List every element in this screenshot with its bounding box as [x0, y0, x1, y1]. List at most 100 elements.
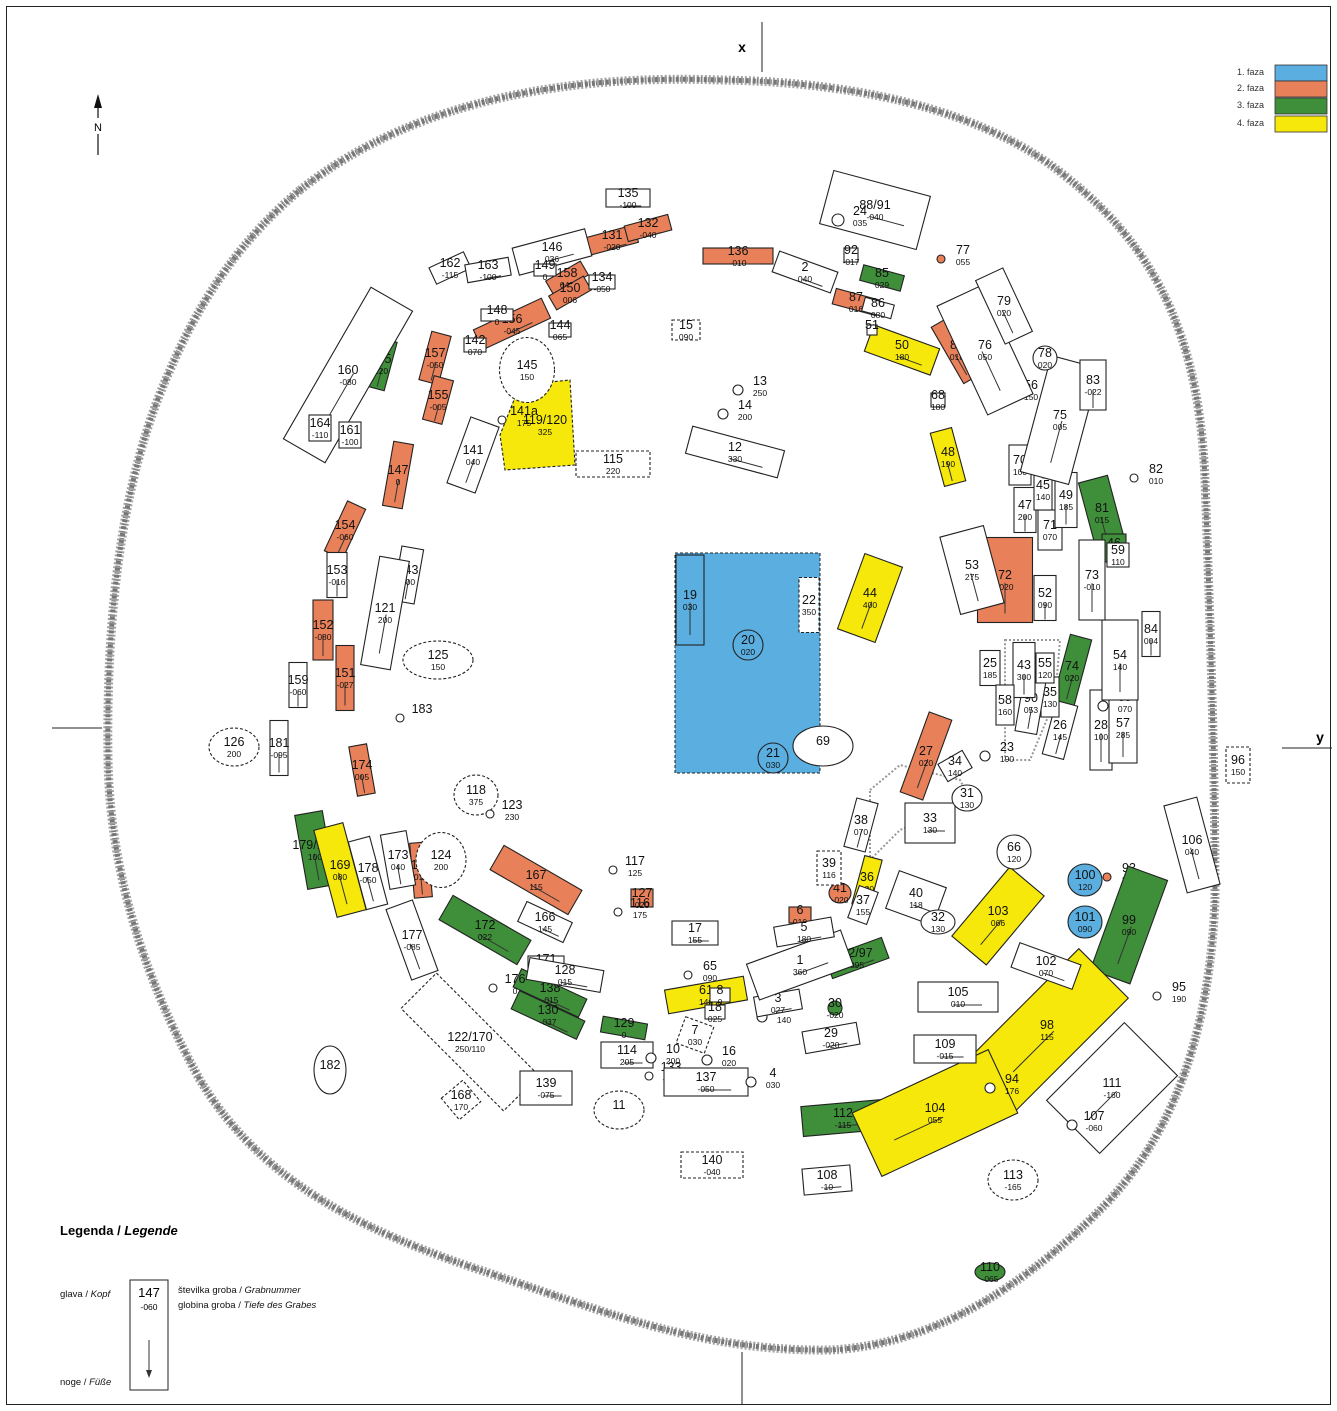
grave-depth: 018: [950, 352, 964, 362]
grave-depth: 375: [469, 797, 483, 807]
y-axis-label: y: [1316, 729, 1324, 745]
grave-shape: [831, 213, 845, 227]
grave-depth: 130: [923, 825, 937, 835]
grave-number: 119/120: [523, 413, 567, 427]
grave-number: 66: [1007, 840, 1021, 854]
grave-depth: 030: [688, 1037, 702, 1047]
grave-depth: -020: [996, 582, 1013, 592]
grave-shape: [917, 981, 999, 1013]
grave-182: 182: [313, 1045, 347, 1095]
grave-depth: -050: [426, 360, 443, 370]
grave-number: 86: [871, 296, 885, 310]
skeleton-direction-arrow-icon: [1088, 1090, 1118, 1120]
skeleton-direction-arrow-icon: [853, 959, 875, 968]
grave-depth: 070: [1039, 968, 1053, 978]
phase-swatch-4: [1274, 115, 1328, 133]
grave-number: 124: [431, 848, 452, 862]
skeleton-direction-arrow-icon: [404, 579, 410, 600]
skeleton-direction-arrow-icon: [801, 278, 823, 287]
grave-shape: [575, 450, 651, 478]
grave-depth: 205: [620, 1057, 634, 1067]
grave-shape: [974, 1262, 1006, 1282]
grave-number: 134: [592, 270, 613, 284]
grave-number: 112: [833, 1106, 853, 1120]
grave-depth: -115: [835, 1120, 852, 1130]
grave-number: 21: [766, 746, 780, 760]
skeleton-direction-arrow-icon: [894, 1116, 944, 1141]
skeleton-direction-arrow-icon: [1066, 674, 1074, 700]
grave-number: 157: [425, 346, 446, 360]
grave-depth: 100: [1094, 732, 1108, 742]
grave-depth: 055: [928, 1115, 942, 1125]
grave-depth: 005: [355, 772, 369, 782]
grave-depth: 190: [941, 459, 955, 469]
grave-depth: 100: [308, 852, 322, 862]
grave-number: 1: [797, 953, 804, 967]
grave-number: 114: [617, 1043, 637, 1057]
grave-shape: [773, 916, 835, 948]
grave-number: 92: [844, 243, 858, 257]
grave-152: 152-080: [312, 599, 334, 661]
grave-number: 113: [1003, 1168, 1023, 1182]
grave-number: 144: [550, 318, 571, 332]
grave-number: 150: [560, 281, 581, 295]
grave-number: 10: [666, 1042, 680, 1056]
grave-depth: 090: [1122, 927, 1136, 937]
grave-110: 110-065: [974, 1260, 1006, 1284]
grave-shape: [939, 524, 1005, 616]
grave-shape: [453, 774, 499, 816]
grave-number: 110: [980, 1260, 1000, 1274]
grave-number: 24: [853, 204, 867, 218]
grave-132: 132-040: [623, 213, 673, 243]
grave-depth: -010: [729, 258, 746, 268]
north-arrow-icon: [92, 94, 104, 155]
grave-shape: [1163, 796, 1221, 894]
grave-140: 140-040: [680, 1151, 744, 1179]
grave-shape: [996, 834, 1032, 870]
grave-181: 181-095: [269, 719, 289, 777]
grave-depth: 090: [703, 973, 717, 983]
grave-number: 128: [555, 963, 576, 977]
grave-shape: [1012, 641, 1036, 699]
grave-number: 39: [822, 856, 836, 870]
grave-shape: [499, 379, 576, 471]
grave-depth: 185: [983, 670, 997, 680]
grave-number: 105: [948, 985, 969, 999]
grave-depth: -050: [359, 875, 376, 885]
grave-number: 78: [1038, 346, 1052, 360]
skeleton-direction-arrow-icon: [970, 573, 979, 602]
grave-shape: [732, 384, 744, 396]
grave-number: 174: [352, 758, 373, 772]
grave-depth: 150: [520, 372, 534, 382]
skeleton-direction-arrow-icon: [420, 874, 423, 895]
grave-depth: 160: [998, 707, 1012, 717]
grave-depth: -060: [289, 687, 306, 697]
grave-number: 52: [1038, 586, 1052, 600]
grave-shape: [951, 866, 1045, 966]
grave-depth: 140: [777, 1015, 791, 1025]
grave-depth: 185: [1059, 502, 1073, 512]
grave-depth: 190: [1172, 994, 1186, 1004]
grave-shape: [446, 416, 500, 494]
grave-number: 108: [817, 1168, 838, 1182]
skeleton-direction-arrow-icon: [824, 1186, 842, 1189]
grave-depth: 200: [1018, 512, 1032, 522]
skeleton-direction-arrow-icon: [1001, 309, 1014, 334]
grave-depth: 010: [1149, 476, 1163, 486]
grave-139: 139-075: [519, 1070, 573, 1106]
grave-shape: [1225, 746, 1251, 784]
grave-depth: 010: [951, 999, 965, 1009]
grave-depth: -020: [831, 895, 848, 905]
grave-number: 22: [802, 593, 816, 607]
